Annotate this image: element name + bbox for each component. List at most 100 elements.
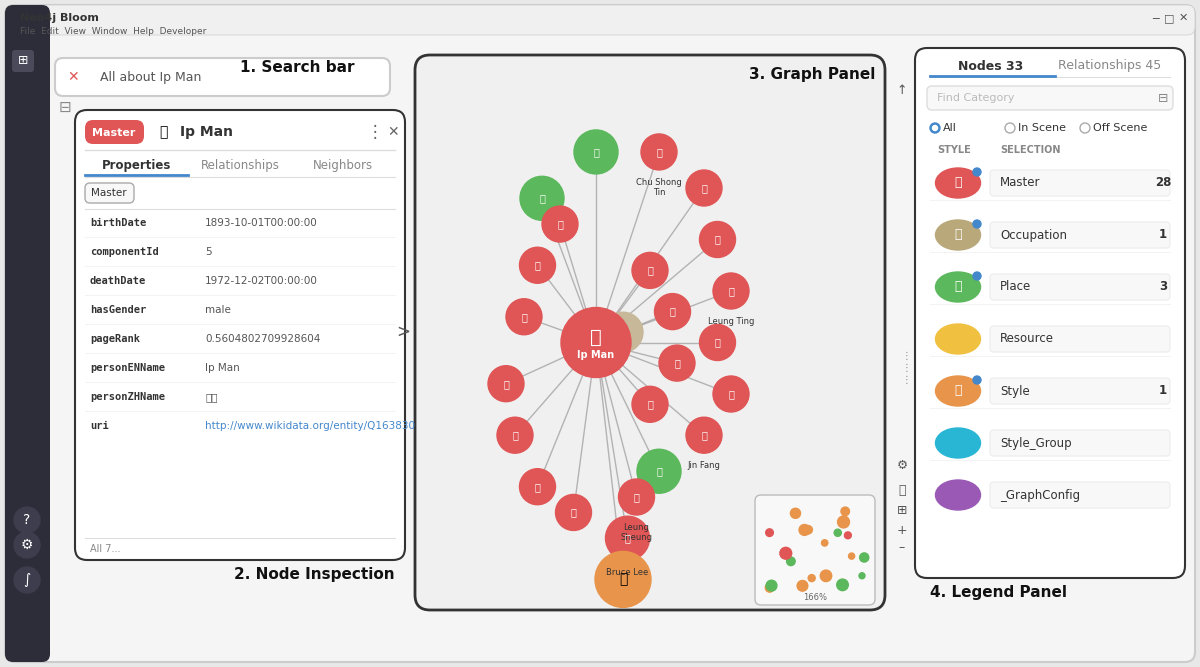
Text: 👤: 👤 — [534, 260, 540, 270]
Ellipse shape — [936, 480, 980, 510]
Text: 🔍: 🔍 — [619, 325, 626, 339]
FancyBboxPatch shape — [916, 48, 1186, 578]
Text: 28: 28 — [1154, 177, 1171, 189]
Circle shape — [632, 386, 668, 422]
Text: 👤: 👤 — [674, 358, 680, 368]
Circle shape — [654, 293, 690, 329]
Text: 📷: 📷 — [954, 281, 961, 293]
Text: 1972-12-02T00:00:00: 1972-12-02T00:00:00 — [205, 276, 318, 286]
Text: Chu Shong
Tin: Chu Shong Tin — [636, 178, 682, 197]
Text: 👤: 👤 — [647, 400, 653, 410]
Text: 👤: 👤 — [701, 430, 707, 440]
Circle shape — [932, 125, 937, 131]
Text: 👤: 👤 — [647, 265, 653, 275]
Circle shape — [14, 532, 40, 558]
Circle shape — [780, 548, 792, 559]
Circle shape — [766, 529, 773, 536]
Text: 🥋: 🥋 — [619, 572, 628, 586]
Text: 👤: 👤 — [512, 430, 518, 440]
Circle shape — [930, 123, 940, 133]
Text: 👤: 👤 — [656, 466, 662, 476]
Text: Style: Style — [1000, 384, 1030, 398]
Circle shape — [859, 573, 865, 579]
Text: 👤: 👤 — [728, 286, 734, 296]
Text: Place: Place — [1000, 281, 1031, 293]
Circle shape — [562, 307, 631, 378]
Circle shape — [845, 532, 851, 539]
Circle shape — [973, 376, 982, 384]
Text: uri: uri — [90, 421, 109, 431]
Text: 👤: 👤 — [570, 508, 576, 518]
Text: ∫: ∫ — [23, 573, 31, 587]
Text: >: > — [396, 323, 410, 341]
Text: Bruce Lee: Bruce Lee — [606, 568, 649, 577]
Text: 4. Legend Panel: 4. Legend Panel — [930, 584, 1067, 600]
Circle shape — [700, 325, 736, 360]
Text: personENName: personENName — [90, 363, 166, 373]
Text: personZHName: personZHName — [90, 392, 166, 402]
Ellipse shape — [936, 324, 980, 354]
Text: Occupation: Occupation — [1000, 229, 1067, 241]
Circle shape — [822, 540, 828, 546]
Ellipse shape — [936, 168, 980, 198]
Text: 3. Graph Panel: 3. Graph Panel — [749, 67, 875, 83]
Circle shape — [799, 524, 810, 536]
Circle shape — [14, 507, 40, 533]
Circle shape — [834, 529, 841, 536]
FancyBboxPatch shape — [415, 55, 886, 610]
Text: Style_Group: Style_Group — [1000, 436, 1072, 450]
Text: Neo4j Bloom: Neo4j Bloom — [20, 13, 98, 23]
Text: □: □ — [1164, 13, 1175, 23]
Text: _GraphConfig: _GraphConfig — [1000, 488, 1080, 502]
Text: +: + — [896, 524, 907, 536]
Text: Resource: Resource — [1000, 333, 1054, 346]
Circle shape — [700, 221, 736, 257]
Text: Leung
Sheung: Leung Sheung — [620, 523, 653, 542]
Text: 👤: 👤 — [557, 219, 563, 229]
Text: Relationships: Relationships — [200, 159, 280, 171]
Circle shape — [641, 134, 677, 170]
Text: ✕: ✕ — [388, 125, 398, 139]
Text: 3: 3 — [1159, 281, 1168, 293]
Text: ⊟: ⊟ — [1158, 91, 1169, 105]
Text: Ip Man: Ip Man — [180, 125, 233, 139]
Text: ─: ─ — [1152, 13, 1158, 23]
Circle shape — [797, 580, 808, 591]
Text: ⋮: ⋮ — [367, 123, 383, 141]
Circle shape — [637, 450, 682, 494]
Text: 👤: 👤 — [593, 147, 599, 157]
Circle shape — [618, 479, 654, 515]
Text: Relationships 45: Relationships 45 — [1057, 59, 1162, 73]
FancyBboxPatch shape — [5, 5, 1195, 662]
Text: 👤: 👤 — [158, 125, 167, 139]
Text: All: All — [943, 123, 956, 133]
Text: ✕: ✕ — [67, 70, 79, 84]
Ellipse shape — [936, 272, 980, 302]
Text: 👤: 👤 — [954, 177, 961, 189]
Text: 👤: 👤 — [656, 147, 662, 157]
Circle shape — [973, 168, 982, 176]
Circle shape — [713, 376, 749, 412]
Circle shape — [821, 570, 832, 582]
Text: ⊞: ⊞ — [18, 55, 29, 67]
Text: 166%: 166% — [803, 592, 827, 602]
Text: 👤: 👤 — [670, 307, 676, 317]
Text: deathDate: deathDate — [90, 276, 146, 286]
Text: birthDate: birthDate — [90, 218, 146, 228]
Text: 0.5604802709928604: 0.5604802709928604 — [205, 334, 320, 344]
FancyBboxPatch shape — [12, 50, 34, 72]
Circle shape — [606, 516, 649, 560]
Text: SELECTION: SELECTION — [1000, 145, 1061, 155]
Text: In Scene: In Scene — [1018, 123, 1066, 133]
FancyBboxPatch shape — [928, 86, 1174, 110]
Circle shape — [686, 417, 722, 453]
Text: ⋮
⋮
⋮: ⋮ ⋮ ⋮ — [902, 352, 912, 385]
FancyBboxPatch shape — [990, 378, 1170, 404]
Text: 👤: 👤 — [728, 389, 734, 399]
Text: 🖥: 🖥 — [899, 484, 906, 496]
Text: http://www.wikidata.org/entity/Q163830: http://www.wikidata.org/entity/Q163830 — [205, 421, 415, 431]
FancyBboxPatch shape — [990, 326, 1170, 352]
Text: Ip Man: Ip Man — [205, 363, 240, 373]
Circle shape — [791, 508, 800, 518]
Circle shape — [659, 345, 695, 381]
